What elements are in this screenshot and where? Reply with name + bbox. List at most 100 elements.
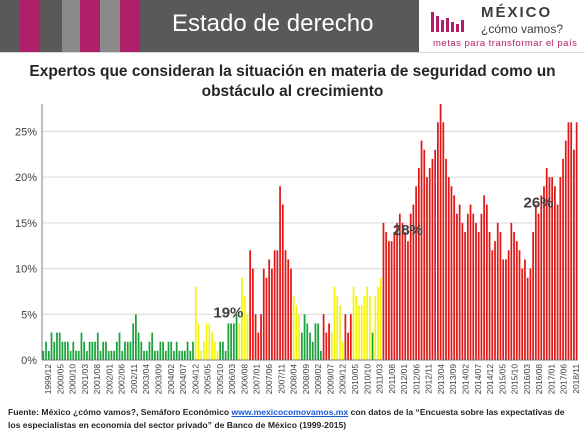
data-bar [461,222,464,360]
data-bar [341,341,344,360]
data-bar [238,323,241,360]
data-bar [102,341,105,360]
data-bar [135,314,137,360]
data-bar [368,296,371,360]
header-bar: Estado de derecho MÉXICO ¿cómo vamos? me… [0,0,585,53]
x-tick-label: 2018/11 [571,364,581,394]
data-bar [47,350,50,360]
data-bar [447,177,450,360]
x-tick-label: 2000/05 [55,364,65,395]
x-tick-label: 2001/08 [92,364,102,395]
data-bar [524,259,526,360]
data-bar [216,350,219,360]
data-bar [303,314,306,360]
data-bar [545,168,548,360]
data-bar [181,350,183,360]
data-bar [56,332,58,360]
data-bar [445,158,447,360]
data-bar [472,213,475,360]
data-bar [194,286,197,360]
data-bar [110,350,113,360]
data-bar [491,250,494,360]
data-bar [453,195,456,360]
data-bar [442,122,445,360]
data-bar [537,213,540,360]
header-stripe [120,0,140,52]
data-bar [159,341,162,360]
data-bar [189,350,192,360]
data-bar [532,232,534,360]
data-bar [241,277,243,360]
data-bar [559,177,562,360]
x-tick-label: 2002/06 [117,364,127,395]
data-bar [390,241,393,360]
data-bar [485,204,488,360]
data-bar [396,222,398,360]
source-suffix: con datos de la “Encuesta sobre las expe… [8,407,565,430]
x-tick-label: 2012/11 [424,364,434,394]
data-bar [314,323,317,360]
data-bar [154,350,156,360]
data-bar [246,314,249,360]
data-bar [339,305,341,360]
data-bar [412,204,415,360]
x-tick-label: 2012/01 [399,364,409,395]
chart-title: Expertos que consideran la situación en … [29,63,556,100]
y-tick-label: 20% [15,172,37,184]
data-bar [409,213,412,360]
data-bar [311,341,314,360]
header-stripe [62,0,82,52]
data-bar [183,350,186,360]
data-bar [540,195,543,360]
data-bar [349,314,352,360]
x-tick-label: 2014/12 [485,364,495,395]
data-bar [284,250,287,360]
data-bar [222,341,224,360]
x-tick-label: 2008/09 [301,364,311,395]
data-bar [382,222,385,360]
data-bar [151,332,154,360]
x-tick-label: 2012/06 [411,364,421,395]
x-tick-label: 2003/09 [154,364,164,395]
data-bar [260,314,262,360]
data-bar [115,341,118,360]
source-link[interactable]: www.mexicocomovamos.mx [231,407,349,417]
x-tick-label: 2003/04 [141,364,151,395]
data-bar [121,350,124,360]
data-bar [434,149,437,360]
x-tick-label: 2011/03 [375,364,385,394]
x-tick-label: 2001/03 [80,364,90,395]
data-bar [203,341,205,360]
data-bar [224,350,227,360]
data-bar [148,341,151,360]
x-tick-label: 2010/10 [362,364,372,395]
x-tick-label: 2004/12 [190,364,200,395]
data-bar [77,350,80,360]
data-bar [143,350,145,360]
data-bar [458,204,461,360]
data-bar [488,232,491,360]
data-bar [360,305,363,360]
data-bar [42,350,45,360]
x-tick-label: 2002/01 [104,364,114,395]
header-stripe [100,0,120,52]
data-bar [505,259,507,360]
logo[interactable]: MÉXICO ¿cómo vamos? metas para transform… [419,0,585,52]
y-tick-label: 10% [15,264,37,276]
data-bar [292,296,295,360]
data-bar [173,350,175,360]
data-bar [499,232,502,360]
logo-bars-icon [431,12,464,32]
data-bar [437,122,439,360]
data-bar [140,341,143,360]
data-bar [420,140,423,360]
data-bar [295,305,298,360]
data-bar [64,341,66,360]
data-bar [363,296,366,360]
data-bar [450,186,453,360]
data-bar [200,350,203,360]
data-bar [325,332,328,360]
data-bar [518,250,521,360]
data-bar [58,332,61,360]
data-bar [96,332,99,360]
